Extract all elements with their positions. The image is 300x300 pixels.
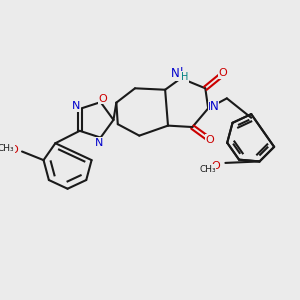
Text: N: N: [171, 68, 180, 80]
Text: N: N: [208, 102, 217, 112]
Text: O: O: [212, 161, 220, 171]
Text: O: O: [10, 145, 19, 155]
Text: N: N: [72, 101, 80, 111]
Text: O: O: [206, 135, 214, 145]
Text: CH₃: CH₃: [0, 144, 14, 153]
Text: CH₃: CH₃: [199, 165, 216, 174]
Text: O: O: [98, 94, 107, 104]
Text: H: H: [182, 74, 189, 83]
Text: N: N: [175, 67, 184, 77]
Text: N: N: [95, 138, 103, 148]
Text: N: N: [210, 100, 219, 112]
Text: H: H: [181, 72, 188, 82]
Text: O: O: [219, 68, 227, 78]
Text: N: N: [175, 67, 184, 77]
